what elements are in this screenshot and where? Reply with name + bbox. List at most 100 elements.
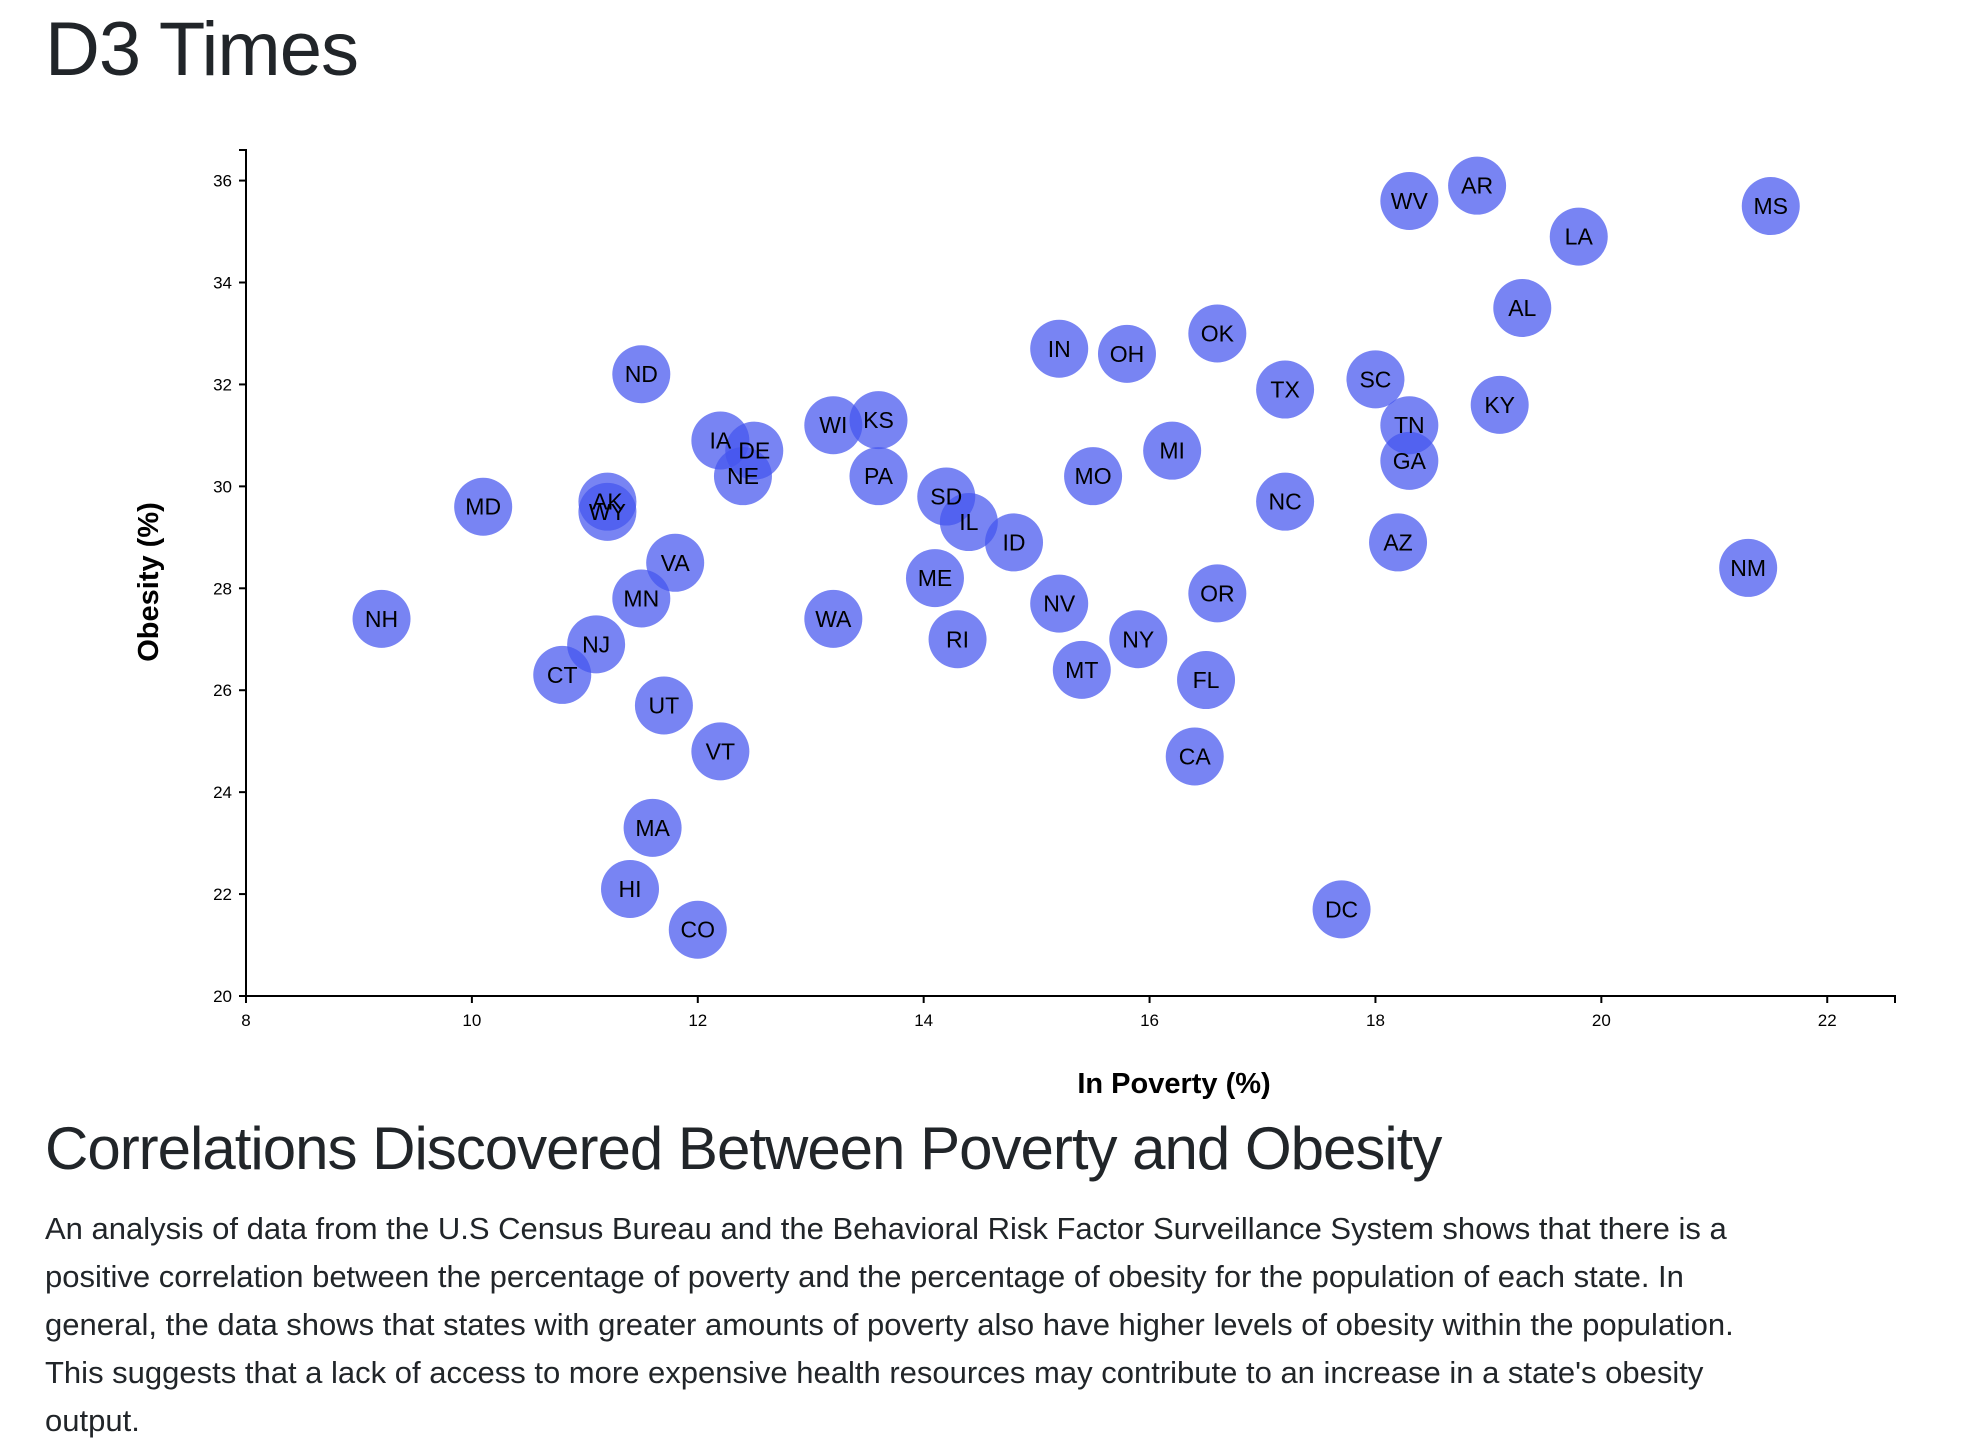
x-axis-line	[245, 995, 1896, 1003]
marker-az	[1369, 513, 1428, 572]
marker-label-mn: MN	[623, 585, 659, 611]
marker-label-ut: UT	[649, 693, 680, 719]
marker-sc	[1346, 350, 1405, 409]
marker-md	[454, 477, 513, 536]
y-tick-label: 36	[213, 172, 232, 191]
marker-label-tx: TX	[1270, 377, 1299, 403]
marker-label-la: LA	[1565, 224, 1594, 250]
marker-label-wy: WY	[589, 499, 626, 525]
marker-label-il: IL	[959, 509, 978, 535]
marker-label-sd: SD	[930, 484, 962, 510]
marker-label-ar: AR	[1461, 173, 1493, 199]
y-tick-label: 32	[213, 375, 232, 394]
marker-ma	[623, 798, 682, 857]
marker-ca	[1165, 727, 1224, 786]
marker-label-de: DE	[738, 438, 770, 464]
marker-nj	[567, 615, 626, 674]
marker-or	[1188, 564, 1247, 623]
marker-label-ct: CT	[547, 662, 578, 688]
marker-dc	[1312, 880, 1371, 939]
marker-label-wv: WV	[1391, 188, 1429, 214]
marker-label-mi: MI	[1159, 438, 1185, 464]
x-tick-label: 16	[1140, 1011, 1159, 1030]
marker-hi	[601, 859, 660, 918]
marker-ok	[1188, 304, 1247, 363]
marker-label-al: AL	[1508, 295, 1536, 321]
markers-layer	[352, 156, 1800, 959]
marker-vt	[691, 722, 750, 781]
marker-nd	[612, 345, 671, 404]
x-tick-label: 18	[1366, 1011, 1385, 1030]
page-title: D3 Times	[45, 7, 359, 92]
marker-label-ri: RI	[946, 626, 969, 652]
marker-label-ne: NE	[727, 463, 759, 489]
marker-label-nj: NJ	[582, 631, 610, 657]
marker-label-in: IN	[1048, 336, 1071, 362]
marker-nv	[1030, 574, 1089, 633]
marker-label-oh: OH	[1110, 341, 1145, 367]
marker-label-ms: MS	[1754, 193, 1789, 219]
marker-label-ia: IA	[710, 427, 732, 453]
marker-mt	[1052, 640, 1111, 699]
marker-in	[1030, 319, 1089, 378]
marker-label-me: ME	[918, 565, 953, 591]
marker-label-nd: ND	[625, 361, 658, 387]
marker-al	[1493, 278, 1552, 337]
marker-label-ks: KS	[863, 407, 894, 433]
marker-mi	[1143, 421, 1202, 480]
marker-nc	[1256, 472, 1315, 531]
marker-nh	[352, 589, 411, 648]
marker-label-ny: NY	[1122, 626, 1154, 652]
marker-label-wa: WA	[815, 606, 852, 632]
marker-me	[905, 549, 964, 608]
marker-label-sc: SC	[1359, 366, 1391, 392]
y-tick-label: 24	[213, 783, 232, 802]
marker-label-mo: MO	[1075, 463, 1112, 489]
marker-il	[939, 493, 998, 552]
marker-wa	[804, 589, 863, 648]
marker-de	[725, 421, 784, 480]
y-tick-label: 30	[213, 477, 232, 496]
marker-mo	[1064, 447, 1123, 506]
y-axis-title: Obesity (%)	[133, 502, 165, 662]
marker-ar	[1448, 156, 1507, 215]
marker-label-va: VA	[661, 550, 691, 576]
marker-label-pa: PA	[864, 463, 894, 489]
marker-label-mt: MT	[1065, 657, 1098, 683]
marker-la	[1549, 207, 1608, 266]
marker-ny	[1109, 610, 1168, 669]
x-tick-label: 20	[1592, 1011, 1611, 1030]
marker-label-nh: NH	[365, 606, 398, 632]
y-tick-label: 26	[213, 681, 232, 700]
marker-label-co: CO	[681, 917, 716, 943]
marker-label-nc: NC	[1268, 489, 1301, 515]
x-tick-label: 14	[914, 1011, 933, 1030]
x-tick-label: 12	[688, 1011, 707, 1030]
marker-tx	[1256, 360, 1315, 419]
marker-label-vt: VT	[706, 738, 735, 764]
scatter-chart: NH MD CT NJ HI AK WY MN ND MA UT VA CO IA VT NE DE WI WA KS…	[0, 120, 1966, 1110]
marker-label-id: ID	[1003, 529, 1026, 555]
marker-nm	[1719, 538, 1778, 597]
marker-ri	[928, 610, 987, 669]
marker-label-hi: HI	[619, 876, 642, 902]
marker-label-md: MD	[465, 494, 501, 520]
x-tick-label: 8	[241, 1011, 250, 1030]
y-tick-label: 20	[213, 987, 232, 1006]
y-tick-label: 28	[213, 579, 232, 598]
marker-label-ok: OK	[1201, 320, 1235, 346]
y-tick-label: 22	[213, 885, 232, 904]
marker-wy	[578, 482, 637, 541]
marker-label-az: AZ	[1383, 529, 1412, 555]
marker-label-ak: AK	[592, 489, 623, 515]
marker-ky	[1470, 375, 1529, 434]
marker-pa	[849, 447, 908, 506]
marker-label-tn: TN	[1394, 412, 1425, 438]
marker-label-ky: KY	[1484, 392, 1515, 418]
marker-label-wi: WI	[819, 412, 847, 438]
marker-label-dc: DC	[1325, 896, 1358, 922]
axes-layer: 8 10 12 14 16 18 20 22 20 22 24 26 28 30 32 34 36	[213, 149, 1896, 1030]
y-axis-line	[239, 149, 247, 997]
